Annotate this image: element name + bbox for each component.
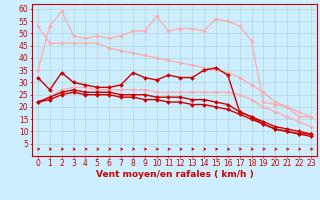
X-axis label: Vent moyen/en rafales ( km/h ): Vent moyen/en rafales ( km/h ) <box>96 170 253 179</box>
